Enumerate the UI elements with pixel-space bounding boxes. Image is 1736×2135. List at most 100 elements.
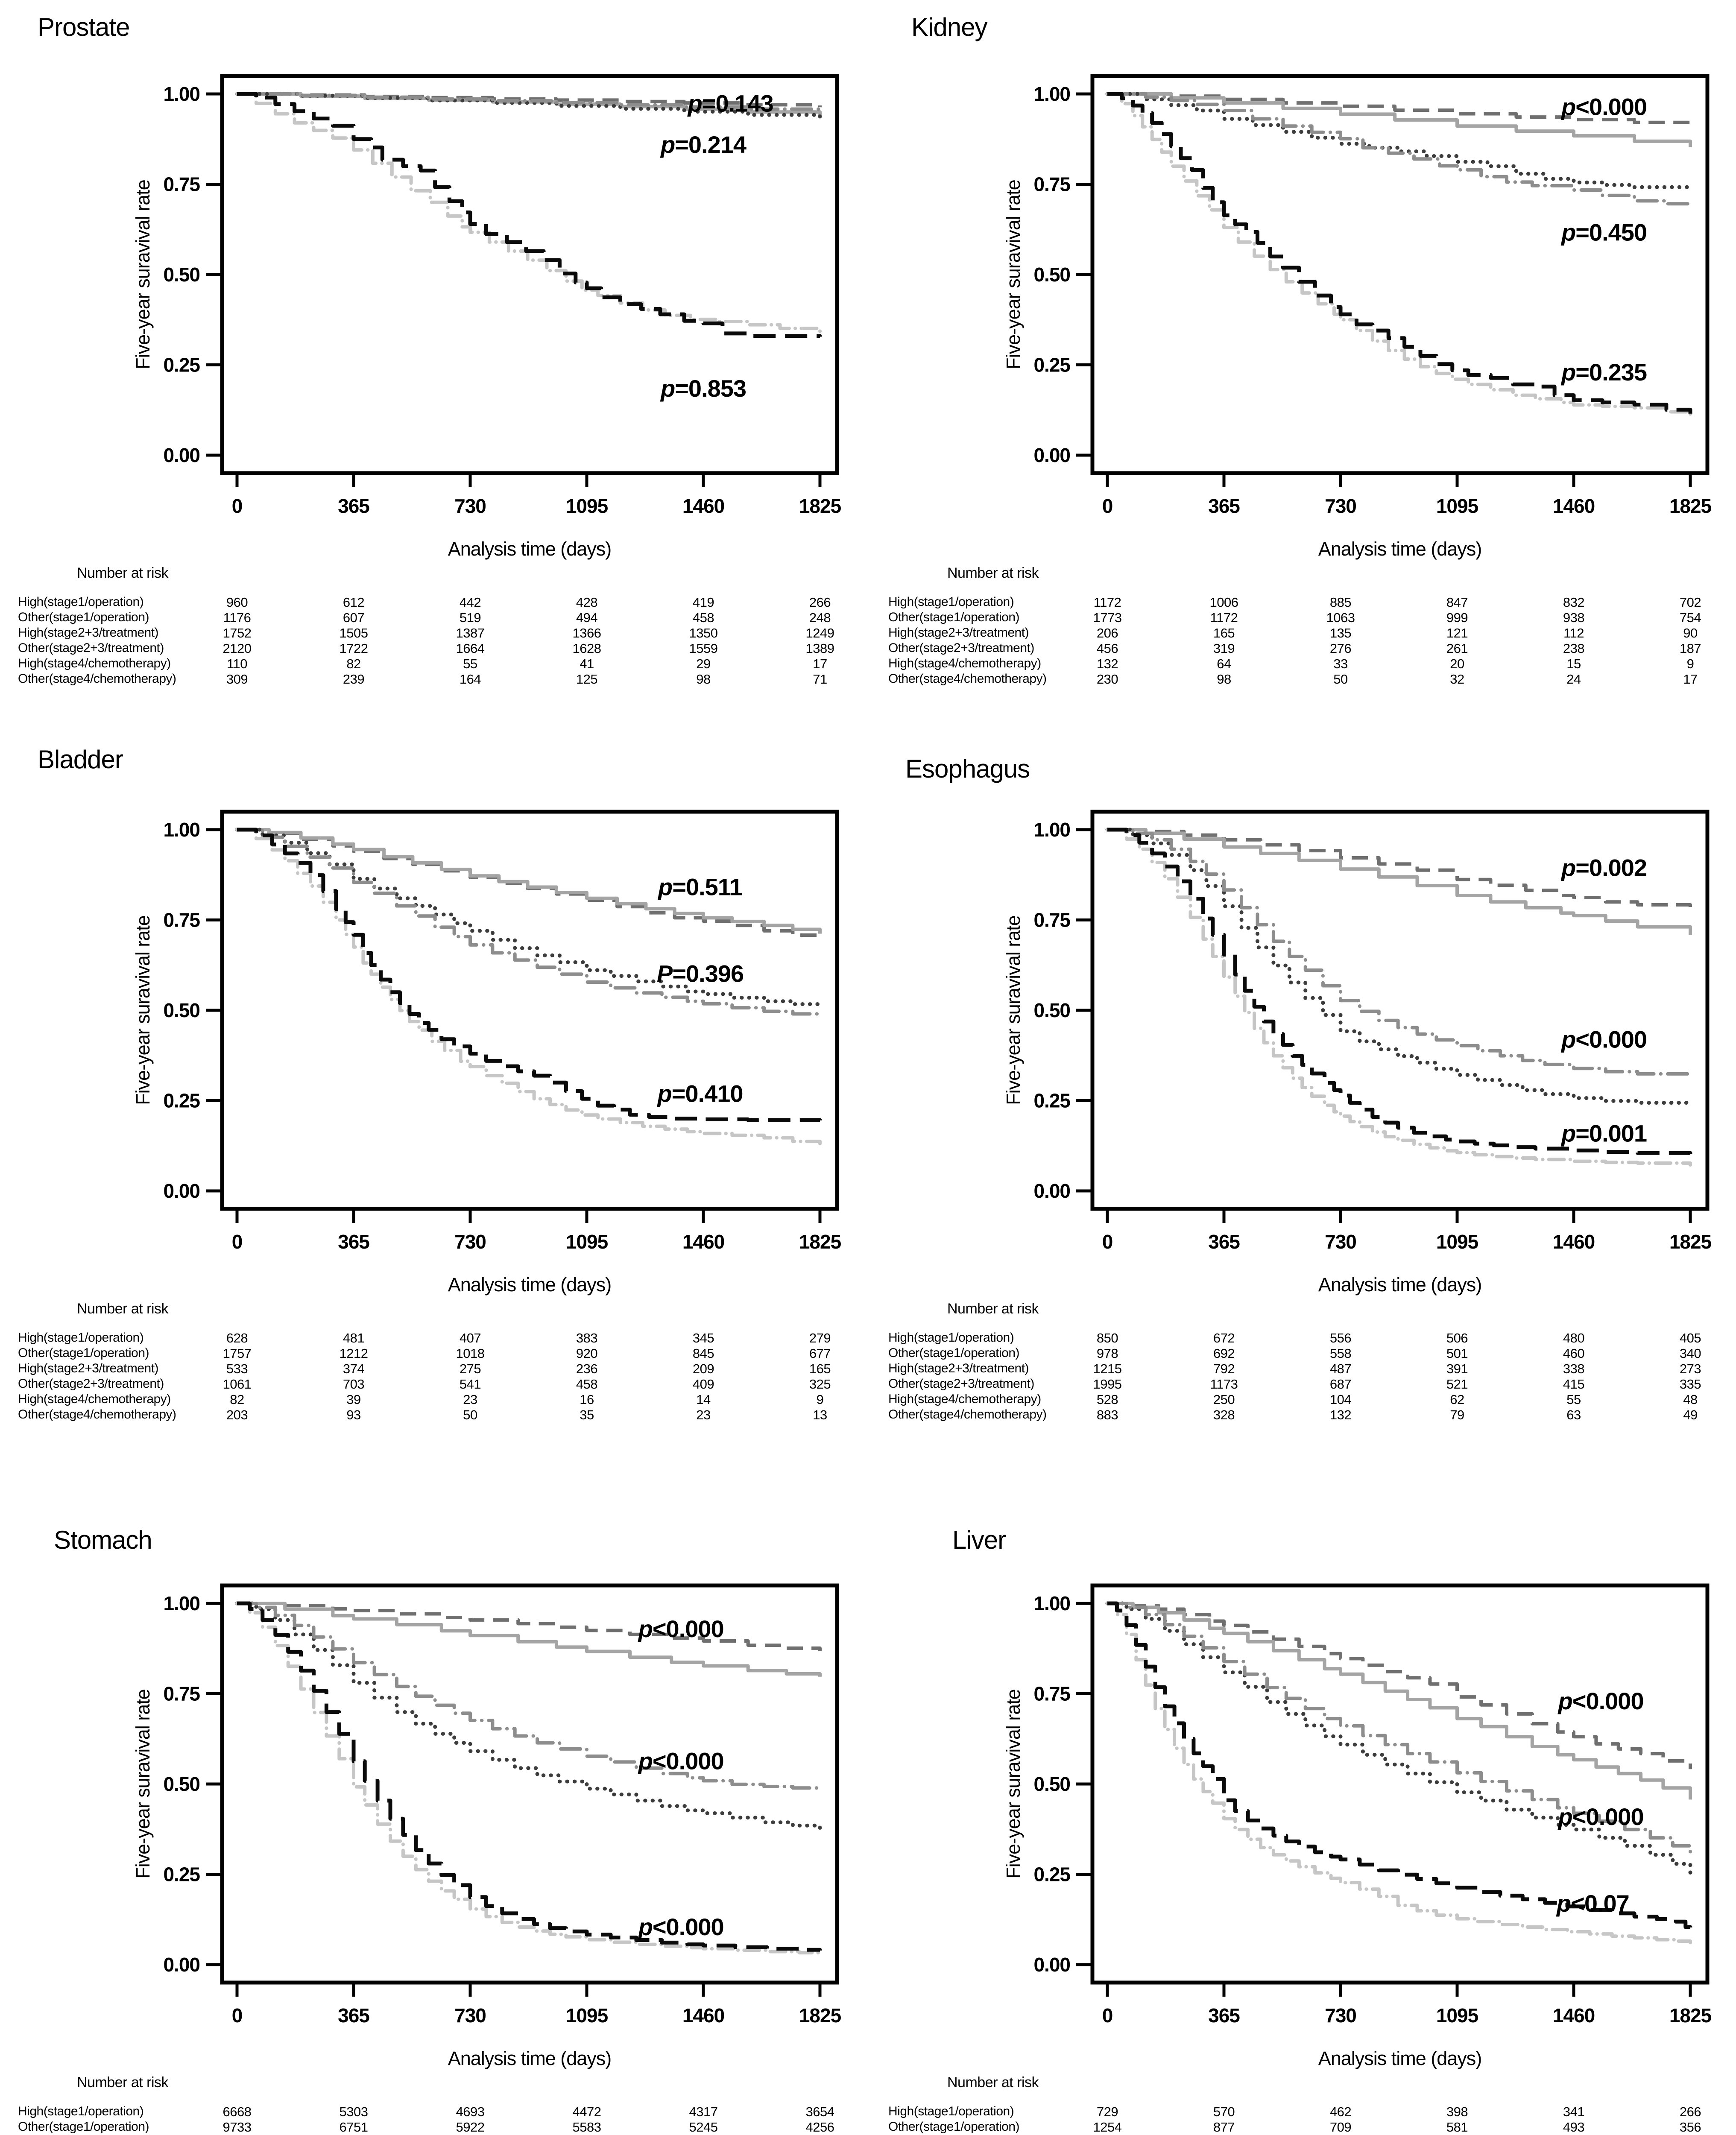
y-tick-label: 0.75 <box>1033 1683 1070 1705</box>
risk-count: 230 <box>1096 672 1118 687</box>
risk-table-row: High(stage4/chemotherapy) 82 39 23 16 14 9 <box>9 1392 856 1407</box>
curve-high-stage4-chemotherapy- <box>1107 92 1692 414</box>
risk-row-label: High(stage2+3/treatment) <box>18 626 159 640</box>
risk-count: 266 <box>809 595 831 610</box>
risk-count: 703 <box>343 1377 365 1392</box>
panel-title: Stomach <box>54 1526 152 1554</box>
risk-count: 338 <box>1563 1361 1585 1376</box>
risk-count: 266 <box>1679 2104 1701 2119</box>
x-tick-label: 365 <box>338 495 369 517</box>
risk-count: 6668 <box>222 2104 252 2119</box>
risk-count: 1061 <box>222 1377 252 1392</box>
y-tick-label: 0.50 <box>163 1773 200 1795</box>
risk-count: 187 <box>1679 641 1701 656</box>
risk-count: 64 <box>1217 656 1231 671</box>
x-tick-label: 365 <box>1208 495 1240 517</box>
risk-count: 558 <box>1329 1346 1352 1361</box>
panel-stomach: Stomach 0.00 0.25 0.50 0.75 1.00 Five-year sur… <box>9 1516 856 2135</box>
risk-count: 2120 <box>222 641 252 656</box>
risk-count: 125 <box>576 672 598 687</box>
risk-count: 239 <box>343 672 365 687</box>
risk-table-row: Other(stage2+3/treatment) 1995 1173 687 521 4… <box>879 1377 1727 1392</box>
risk-count: 24 <box>1566 672 1581 687</box>
x-tick-label: 0 <box>232 2004 243 2027</box>
panel-esophagus: Esophagus 0.00 0.25 0.50 0.75 1.00 Five-year s… <box>879 742 1727 1464</box>
risk-count: 832 <box>1563 595 1585 610</box>
risk-count: 528 <box>1096 1392 1118 1407</box>
y-tick-label: 1.00 <box>163 1592 200 1614</box>
risk-count: 121 <box>1446 626 1468 640</box>
risk-table-row: Other(stage1/operation) 1176 607 519 494 458 2… <box>9 610 856 626</box>
risk-row-label: Other(stage2+3/treatment) <box>18 1377 164 1391</box>
risk-count: 409 <box>692 1377 714 1392</box>
risk-count: 1350 <box>689 626 718 640</box>
y-axis-title: Five-year suravival rate <box>1002 915 1024 1105</box>
risk-row-label: High(stage1/operation) <box>18 2104 144 2118</box>
risk-row-label: High(stage2+3/treatment) <box>18 1361 159 1375</box>
risk-count: 847 <box>1446 595 1468 610</box>
risk-count: 920 <box>576 1346 598 1361</box>
risk-count: 4317 <box>689 2104 718 2119</box>
risk-table-title: Number at risk <box>947 1301 1039 1317</box>
risk-count: 110 <box>227 656 247 671</box>
risk-count: 135 <box>1329 626 1352 640</box>
risk-count: 460 <box>1563 1346 1585 1361</box>
curve-other-stage2-3-treatment- <box>235 92 822 114</box>
y-tick-label: 0.50 <box>1033 999 1070 1021</box>
x-tick-label: 1095 <box>1436 1231 1478 1253</box>
x-tick-label: 1460 <box>682 1231 724 1253</box>
y-axis-title: Five-year suravival rate <box>132 180 154 369</box>
risk-count: 541 <box>459 1377 481 1392</box>
risk-count: 5245 <box>689 2120 718 2135</box>
panel-title: Esophagus <box>905 755 1030 783</box>
curve-other-stage4-chemotherapy- <box>235 828 822 1148</box>
risk-count: 1063 <box>1326 610 1355 625</box>
risk-count: 71 <box>813 672 827 687</box>
risk-count: 462 <box>1329 2104 1352 2119</box>
risk-count: 398 <box>1446 2104 1468 2119</box>
risk-count: 1387 <box>456 626 485 640</box>
x-axis-title: Analysis time (days) <box>1318 1274 1482 1296</box>
y-axis-title: Five-year suravival rate <box>1002 1689 1024 1879</box>
risk-count: 98 <box>696 672 711 687</box>
risk-count: 493 <box>1563 2120 1585 2135</box>
risk-count: 556 <box>1329 1331 1352 1345</box>
risk-table-row: High(stage4/chemotherapy) 110 82 55 41 29 17 <box>9 656 856 672</box>
risk-count: 4472 <box>572 2104 601 2119</box>
x-tick-label: 365 <box>1208 1231 1240 1253</box>
x-tick-label: 1095 <box>566 1231 608 1253</box>
risk-count: 628 <box>226 1331 248 1345</box>
y-axis-title: Five-year suravival rate <box>132 915 154 1105</box>
risk-table-row: Other(stage1/operation) 1254 877 709 581 493 3… <box>879 2120 1727 2135</box>
y-tick-label: 0.50 <box>163 999 200 1021</box>
panel-title: Bladder <box>38 745 123 774</box>
curve-other-stage1-operation- <box>237 1602 822 1677</box>
risk-count: 754 <box>1679 610 1701 625</box>
risk-count: 250 <box>1213 1392 1235 1407</box>
risk-count: 845 <box>692 1346 714 1361</box>
x-tick-label: 0 <box>1102 495 1113 517</box>
risk-count: 341 <box>1563 2104 1585 2119</box>
y-tick-label: 0.00 <box>1033 1180 1070 1202</box>
risk-count: 50 <box>463 1407 477 1422</box>
x-axis-title: Analysis time (days) <box>448 1274 612 1296</box>
risk-table-row: High(stage4/chemotherapy) 528 250 104 62 55 48 <box>879 1392 1727 1407</box>
risk-count: 519 <box>459 610 481 625</box>
panel-title: Prostate <box>38 13 130 41</box>
x-axis-title: Analysis time (days) <box>448 538 612 560</box>
risk-count: 5922 <box>456 2120 485 2135</box>
p-value-annotation: p=0.853 <box>660 375 746 402</box>
risk-count: 55 <box>1566 1392 1581 1407</box>
risk-table-row: High(stage1/operation) 960 612 442 428 419 266 <box>9 595 856 610</box>
risk-count: 39 <box>346 1392 361 1407</box>
y-tick-label: 0.25 <box>163 1090 200 1112</box>
curve-high-stage2-3-treatment- <box>235 828 822 1009</box>
panel-bladder: Bladder 0.00 0.25 0.50 0.75 1.00 Five-year sur… <box>9 742 856 1464</box>
risk-count: 978 <box>1096 1346 1118 1361</box>
risk-count: 521 <box>1446 1377 1468 1392</box>
x-tick-label: 1095 <box>1436 495 1478 517</box>
x-axis-title: Analysis time (days) <box>448 2047 612 2069</box>
risk-count: 206 <box>1096 626 1118 640</box>
x-tick-label: 1825 <box>799 2004 841 2027</box>
